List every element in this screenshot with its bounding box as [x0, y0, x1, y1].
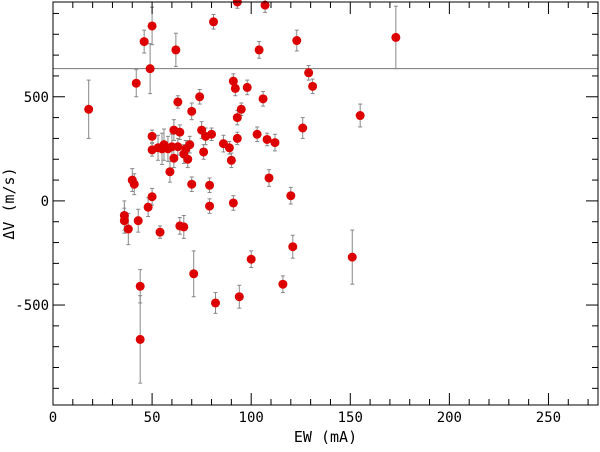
data-point: [286, 191, 296, 201]
axes-layer: [52, 1, 599, 406]
data-point: [183, 154, 193, 164]
data-point: [171, 45, 181, 55]
data-point: [189, 269, 199, 279]
data-point: [147, 131, 157, 141]
data-point: [246, 254, 256, 264]
data-point: [135, 281, 145, 291]
data-point: [175, 127, 185, 137]
data-point: [131, 78, 141, 88]
data-point: [179, 222, 189, 232]
x-tick-label: 100: [239, 410, 264, 426]
data-point: [147, 192, 157, 202]
data-point: [234, 292, 244, 302]
data-point: [228, 76, 238, 86]
data-point: [211, 298, 221, 308]
data-point: [304, 68, 314, 78]
error-bars-layer: [86, 0, 398, 384]
y-tick-label: -500: [15, 298, 49, 314]
data-point: [236, 104, 246, 114]
data-point: [254, 45, 264, 55]
data-point: [139, 37, 149, 47]
data-point: [145, 64, 155, 74]
data-point: [292, 36, 302, 46]
y-tick-label: 500: [24, 90, 49, 106]
data-point: [205, 180, 215, 190]
data-point: [169, 153, 179, 163]
data-point: [258, 94, 268, 104]
data-point: [278, 279, 288, 289]
data-point: [119, 216, 129, 226]
data-point: [205, 201, 215, 211]
data-point: [147, 21, 157, 31]
data-point: [155, 227, 165, 237]
plot-frame: [52, 1, 599, 406]
data-point: [207, 129, 217, 139]
data-points-layer: [84, 0, 401, 344]
data-point: [224, 143, 234, 153]
data-point: [242, 82, 252, 92]
data-point: [288, 242, 298, 252]
data-point: [232, 0, 242, 7]
x-tick-label: 0: [49, 410, 57, 426]
data-point: [228, 198, 238, 208]
data-point: [264, 173, 274, 183]
data-point: [270, 138, 280, 148]
data-point: [391, 32, 401, 42]
x-tick-label: 250: [536, 410, 561, 426]
data-point: [230, 83, 240, 93]
data-point: [226, 155, 236, 165]
y-tick-label: 0: [41, 194, 49, 210]
data-point: [308, 81, 318, 91]
data-point: [347, 252, 357, 262]
x-tick-label: 200: [437, 410, 462, 426]
data-point: [187, 106, 197, 116]
data-point: [135, 334, 145, 344]
data-point: [195, 92, 205, 102]
data-point: [123, 224, 133, 234]
y-axis-title: ΔV (m/s): [0, 167, 18, 239]
data-point: [173, 97, 183, 107]
x-axis-title: EW (mA): [294, 428, 357, 446]
data-point: [355, 111, 365, 121]
x-tick-label: 50: [144, 410, 161, 426]
data-point: [129, 179, 139, 189]
data-point: [209, 17, 219, 27]
data-point: [143, 202, 153, 212]
data-point: [165, 167, 175, 177]
data-point: [232, 113, 242, 123]
data-point: [252, 129, 262, 139]
data-point: [185, 140, 195, 150]
data-point: [260, 0, 270, 10]
data-point: [199, 147, 209, 157]
data-point: [133, 216, 143, 226]
data-point: [232, 133, 242, 143]
x-tick-label: 150: [338, 410, 363, 426]
data-point: [262, 134, 272, 144]
tick-labels-layer: 0 50 100 150 200 250 -500 0 500: [15, 90, 561, 426]
data-point: [187, 179, 197, 189]
data-point: [84, 104, 94, 114]
data-point: [298, 123, 308, 133]
data-point: [173, 142, 183, 152]
